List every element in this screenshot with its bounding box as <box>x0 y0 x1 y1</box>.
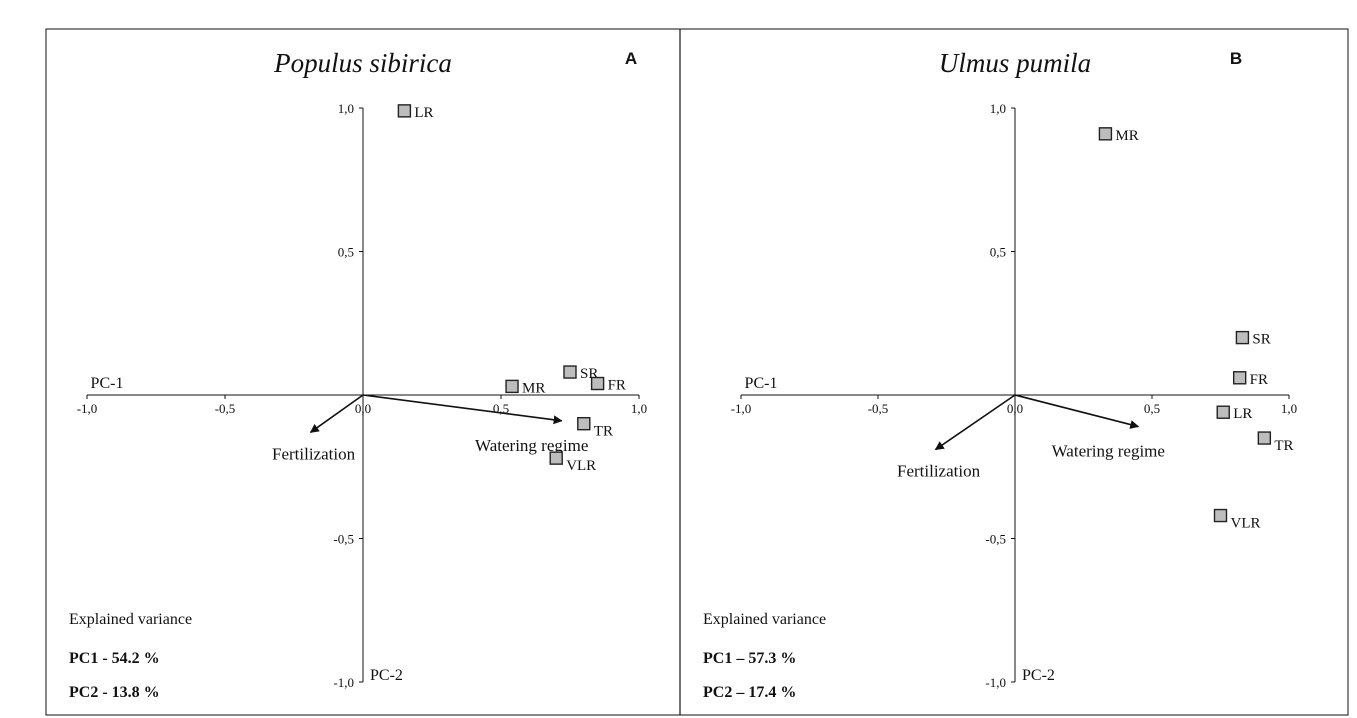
y-tick-label: 0,5 <box>338 245 354 260</box>
point-label: SR <box>1252 332 1270 348</box>
vector-label: Watering regime <box>475 436 588 455</box>
y-tick-label: -1,0 <box>333 675 354 690</box>
pca-panel-a: Populus sibirica A-1,0 -0,5 0,0 0,5 1,01,00,5… <box>69 48 647 701</box>
x-tick-label: 1,0 <box>1281 401 1297 416</box>
panel-letter: A <box>625 49 637 68</box>
explained-variance-pc2: PC2 – 17.4 % <box>703 684 796 701</box>
x-tick-label: -1,0 <box>731 401 752 416</box>
point-label: FR <box>608 378 626 394</box>
point-label: VLR <box>566 458 596 474</box>
vector-arrow <box>309 394 364 433</box>
data-point <box>549 451 563 465</box>
vector-arrow <box>1014 394 1140 429</box>
point-label: TR <box>1274 438 1293 454</box>
y-tick-label: -0,5 <box>333 532 354 547</box>
explained-variance-heading: Explained variance <box>69 611 192 628</box>
x-tick-label: -0,5 <box>868 401 889 416</box>
data-point <box>1213 508 1228 523</box>
explained-variance-pc2: PC2 - 13.8 % <box>69 684 160 701</box>
y-tick-label: 1,0 <box>338 101 354 116</box>
y-tick-label: -0,5 <box>985 532 1006 547</box>
panel-letter: B <box>1230 49 1242 68</box>
y-axis-label: PC-2 <box>370 667 403 684</box>
figure-border <box>45 28 1349 716</box>
point-label: LR <box>414 105 433 121</box>
panel-title: Ulmus pumila <box>939 48 1091 78</box>
y-axis-label: PC-2 <box>1022 667 1055 684</box>
x-tick-label: -1,0 <box>77 401 98 416</box>
point-label: FR <box>1250 372 1268 388</box>
explained-variance-heading: Explained variance <box>703 611 826 628</box>
pca-panel-b: Ulmus pumila B -1,0 -0,5 0,0 0,5 1,0 1,0 0,5 -0,5… <box>703 48 1297 701</box>
panel-title: Populus sibirica <box>273 48 452 78</box>
panels: Populus sibirica A -1,0 -0,5 0,0 0,5 1,0 1,0 0,5… <box>69 48 1297 701</box>
data-point <box>1232 371 1247 385</box>
data-point <box>590 376 605 391</box>
x-axis-label: PC-1 <box>745 375 778 392</box>
data-point <box>1216 405 1230 419</box>
point-label: MR <box>522 380 545 396</box>
data-point <box>1098 127 1113 141</box>
explained-variance-pc1: PC1 – 57.3 % <box>703 650 796 667</box>
vector-arrow <box>362 394 563 425</box>
data-point <box>563 365 577 379</box>
y-tick-label: 1,0 <box>990 101 1006 116</box>
x-tick-label: 0,5 <box>1144 401 1160 416</box>
data-point <box>505 379 519 394</box>
x-tick-label: 0,0 <box>1007 401 1023 416</box>
point-label: TR <box>594 424 613 440</box>
vector-label: Watering regime <box>1052 442 1165 461</box>
data-point <box>1257 431 1272 445</box>
data-point <box>1235 330 1250 345</box>
explained-variance-pc1: PC1 - 54.2 % <box>69 650 160 667</box>
x-axis-label: PC-1 <box>91 375 124 392</box>
data-point <box>397 104 412 118</box>
y-tick-label: 0,5 <box>990 245 1006 260</box>
x-tick-label: 1,0 <box>631 401 647 416</box>
x-tick-label: -0,5 <box>215 401 236 416</box>
data-point <box>577 417 591 431</box>
point-label: MR <box>1115 128 1138 144</box>
point-label: VLR <box>1231 516 1261 532</box>
vector-arrow <box>934 394 1016 451</box>
vector-label: Fertilization <box>897 462 981 481</box>
y-tick-label: -1,0 <box>985 675 1006 690</box>
point-label: LR <box>1233 406 1252 422</box>
vector-label: Fertilization <box>272 444 356 463</box>
x-tick-label: 0,0 <box>355 401 371 416</box>
